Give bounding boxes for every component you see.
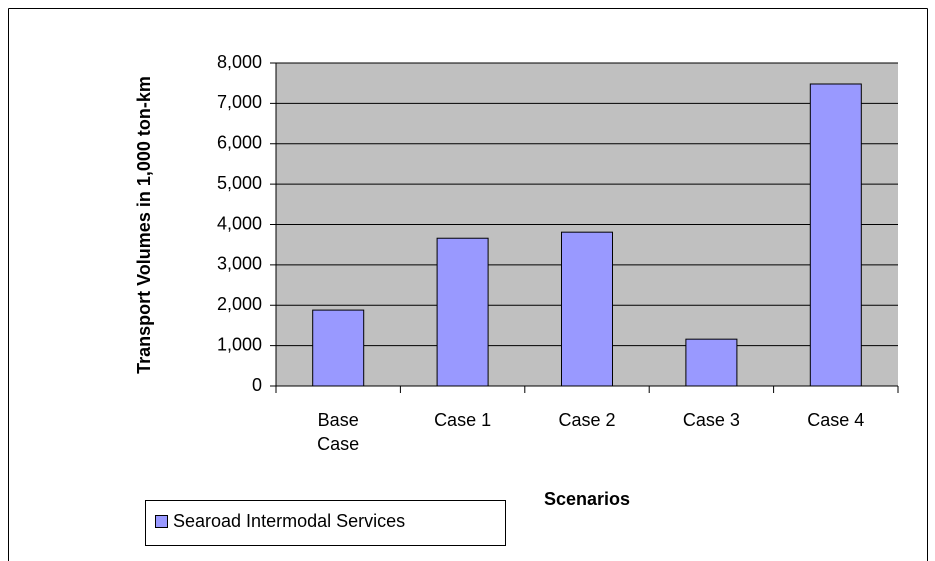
- y-axis-label: Transport Volumes in 1,000 ton-km: [134, 76, 154, 374]
- y-tick-label: 8,000: [217, 52, 262, 72]
- bar: [809, 83, 862, 387]
- x-tick-label: Case 3: [682, 410, 740, 430]
- x-tick-label: Base Case: [317, 410, 360, 454]
- bar: [560, 231, 614, 387]
- legend-marker: [155, 515, 168, 528]
- legend-box: [145, 500, 506, 546]
- y-tick-label: 2,000: [217, 294, 262, 314]
- y-tick-label: 3,000: [217, 254, 262, 274]
- x-tick-label: Case 1: [434, 410, 492, 430]
- y-tick-label: 4,000: [217, 213, 262, 233]
- y-tick-label: 1,000: [217, 334, 262, 354]
- bar: [436, 237, 489, 387]
- y-tick-label: 5,000: [217, 173, 262, 193]
- legend-label: Searoad Intermodal Services: [173, 511, 405, 531]
- x-tick-label: Case 2: [558, 410, 616, 430]
- bar: [312, 309, 365, 387]
- x-axis-label: Scenarios: [544, 489, 630, 509]
- y-tick-label: 0: [252, 375, 262, 395]
- y-tick-label: 7,000: [217, 92, 262, 112]
- bar: [685, 338, 738, 387]
- x-tick-label: Case 4: [807, 410, 865, 430]
- y-tick-label: 6,000: [217, 133, 262, 153]
